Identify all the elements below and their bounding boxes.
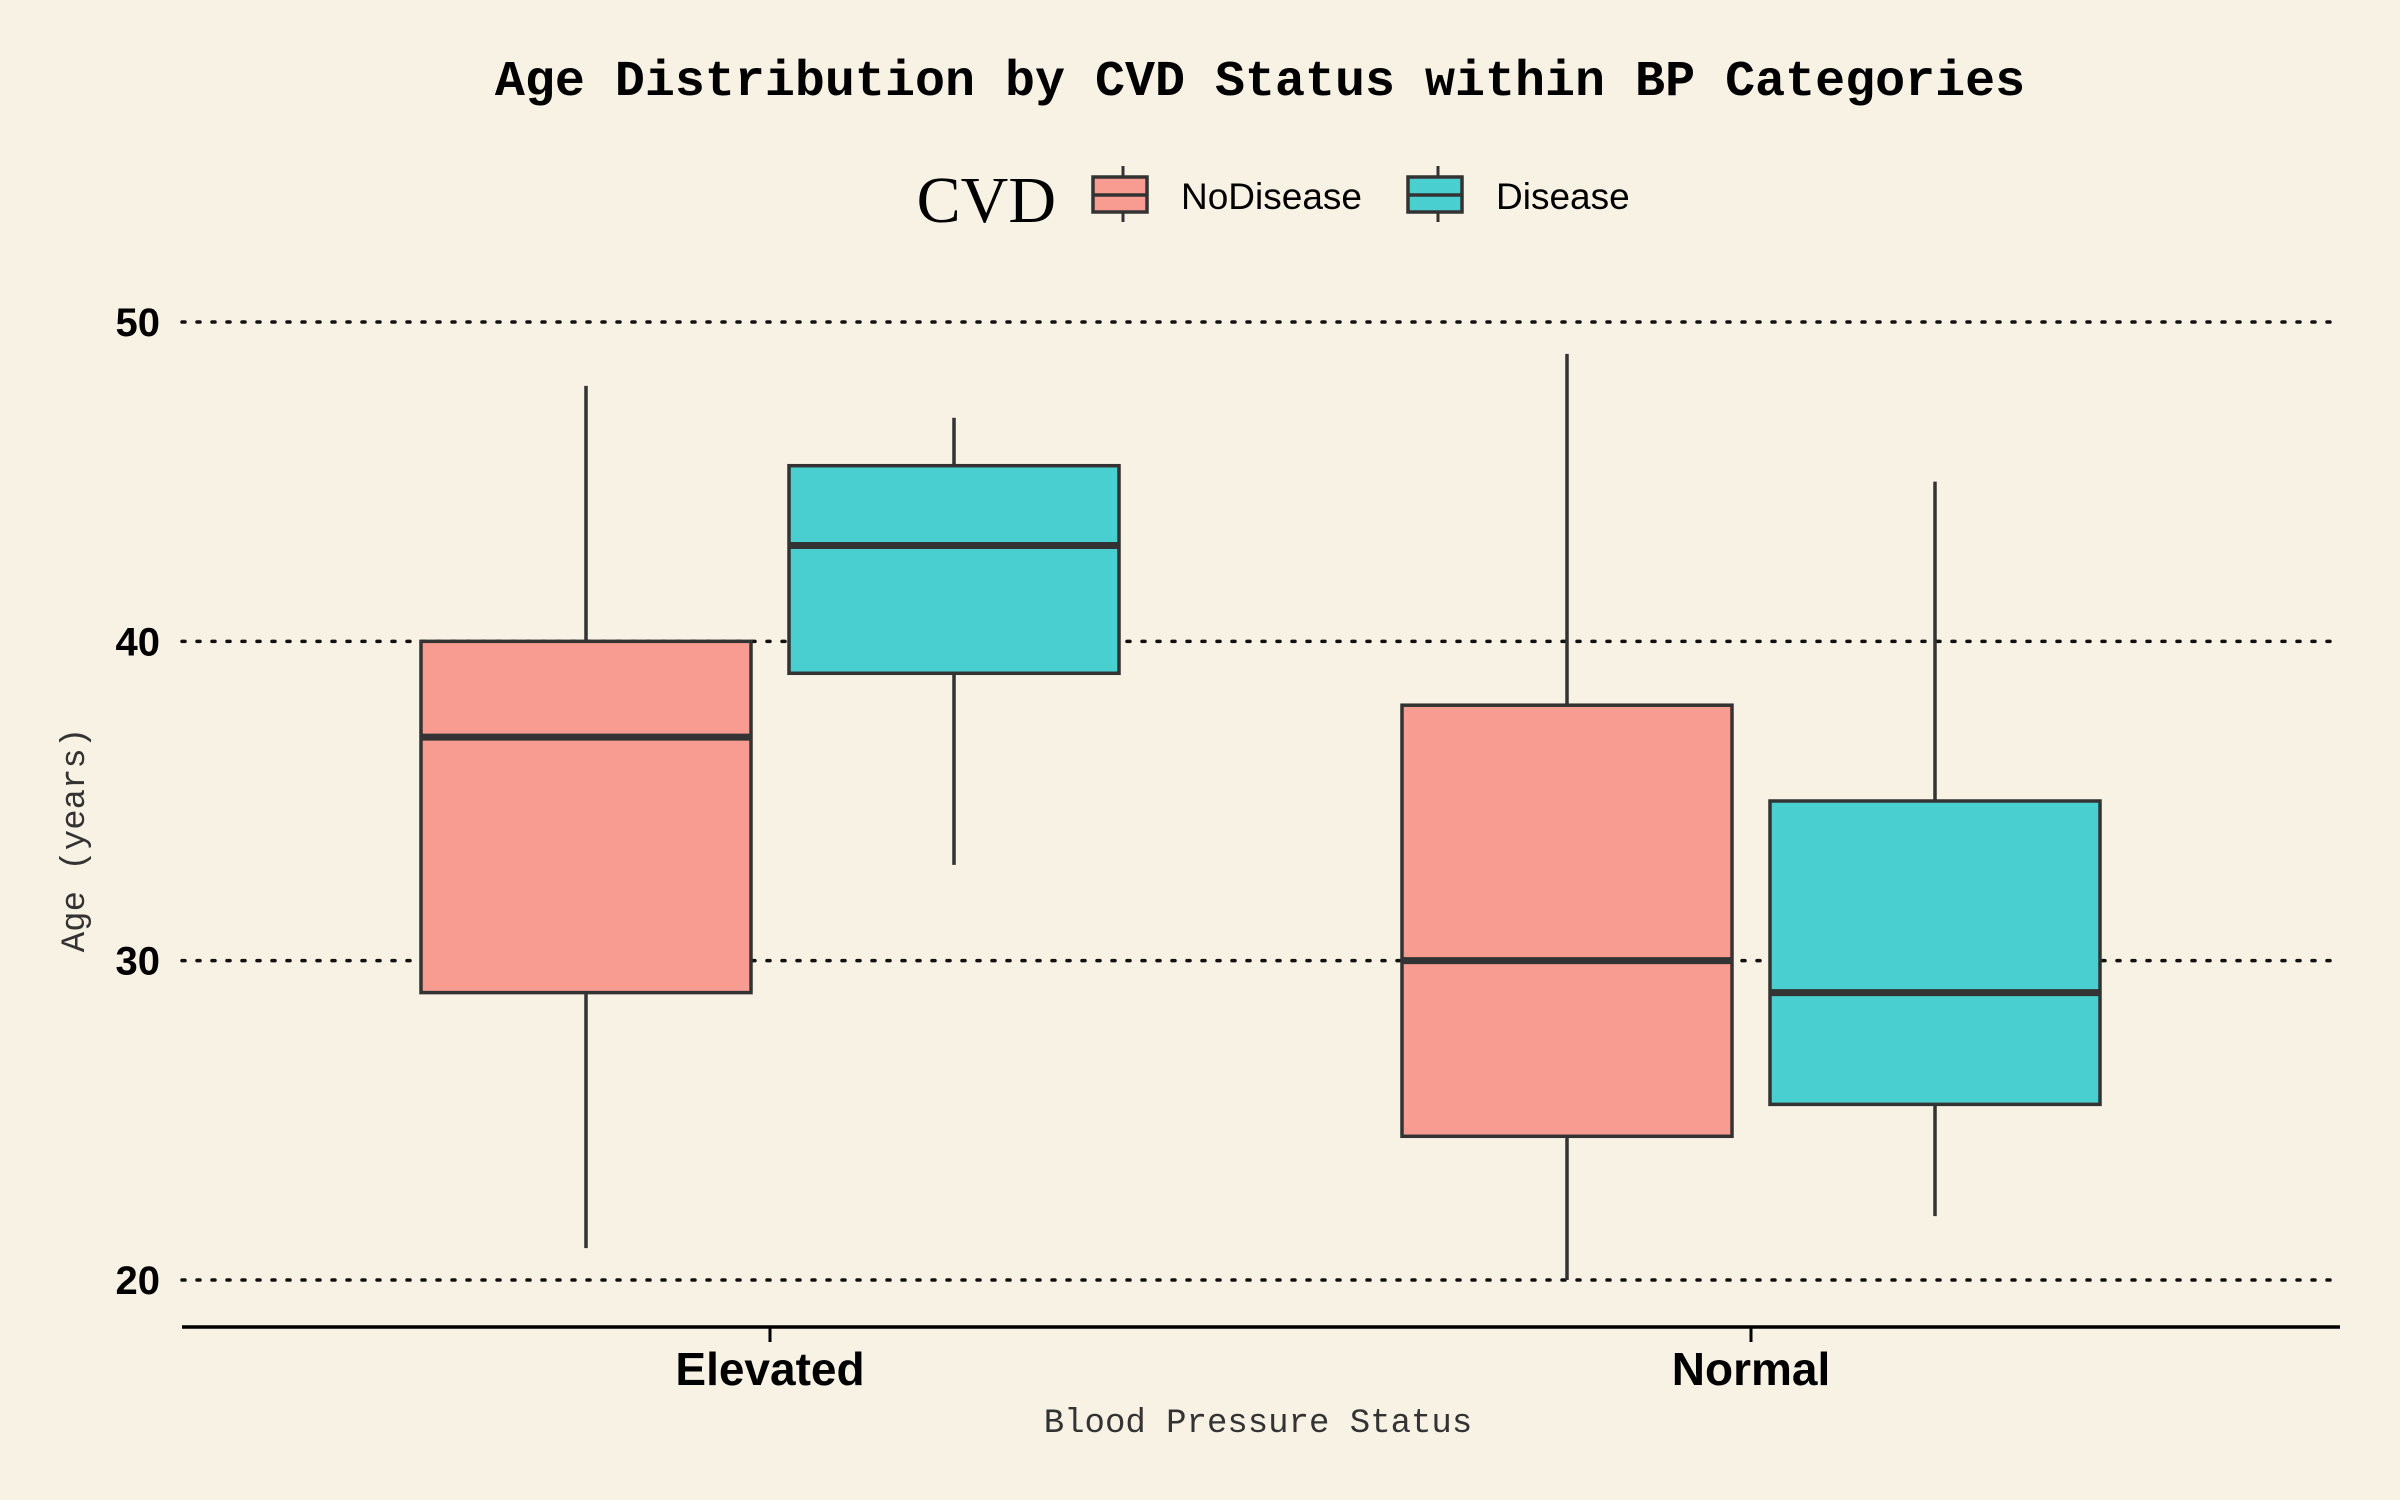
legend: CVD NoDisease Disease: [917, 164, 1630, 237]
box-iqr: [419, 639, 753, 995]
legend-title: CVD: [917, 164, 1056, 237]
box-iqr: [787, 463, 1121, 676]
y-tick-label: 30: [116, 940, 161, 984]
legend-label: Disease: [1496, 176, 1630, 217]
boxes-layer: [419, 353, 2102, 1280]
box-NoDisease-Elevated: [419, 385, 753, 1249]
box-NoDisease-Normal: [1400, 353, 1734, 1280]
box-iqr: [1400, 703, 1734, 1139]
y-tick-label: 20: [116, 1259, 161, 1303]
chart-title: Age Distribution by CVD Status within BP…: [495, 54, 2025, 111]
y-axis-ticks: 20 30 40 50: [116, 301, 161, 1303]
x-axis-ticks: Elevated Normal: [675, 1327, 1830, 1395]
y-tick-label: 50: [116, 301, 161, 345]
box-Disease-Elevated: [787, 417, 1121, 865]
legend-item-NoDisease: NoDisease: [1091, 166, 1362, 222]
legend-label: NoDisease: [1181, 176, 1362, 217]
x-tick-label: Elevated: [675, 1343, 864, 1395]
y-axis-label: Age (years): [57, 728, 95, 952]
box-iqr: [1768, 799, 2102, 1107]
x-axis-label: Blood Pressure Status: [1044, 1405, 1472, 1443]
box-Disease-Normal: [1768, 481, 2102, 1217]
y-tick-label: 40: [116, 620, 161, 664]
legend-item-Disease: Disease: [1406, 166, 1630, 222]
x-tick-label: Normal: [1672, 1343, 1830, 1395]
